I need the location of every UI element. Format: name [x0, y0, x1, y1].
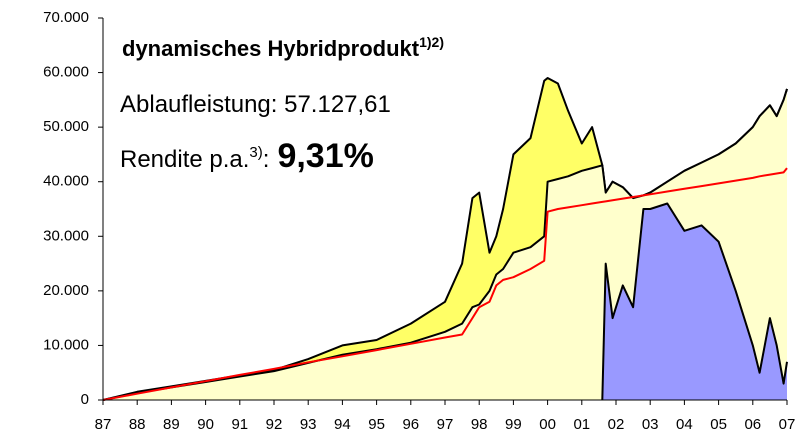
- y-tick-label: 40.000: [43, 173, 89, 190]
- x-tick-label: 07: [779, 416, 796, 433]
- area-outline: [102, 88, 788, 401]
- y-tick-label: 70.000: [43, 9, 89, 26]
- annotation: :: [263, 146, 270, 173]
- x-tick-label: 93: [300, 416, 317, 433]
- line: [102, 167, 788, 401]
- x-tick-label: 88: [129, 416, 146, 433]
- y-tick-label: 50.000: [43, 118, 89, 135]
- annotation-value: 9,31%: [277, 137, 373, 175]
- x-tick-label: 97: [437, 416, 454, 433]
- y-tick-label: 20.000: [43, 282, 89, 299]
- area: [602, 203, 787, 400]
- x-tick-label: 98: [471, 416, 488, 433]
- x-tick-label: 96: [402, 416, 419, 433]
- chart-title: dynamisches Hybridprodukt1)2): [122, 34, 444, 61]
- x-tick-label: 89: [163, 416, 180, 433]
- x-tick-label: 95: [368, 416, 385, 433]
- x-tick-label: 02: [608, 416, 625, 433]
- x-tick-label: 03: [642, 416, 659, 433]
- x-tick-label: 00: [539, 416, 556, 433]
- x-tick-label: 90: [197, 416, 214, 433]
- y-tick-label: 60.000: [43, 64, 89, 81]
- plot-area: [102, 77, 788, 401]
- y-tick-label: 10.000: [43, 336, 89, 353]
- x-tick-label: 87: [95, 416, 112, 433]
- y-tick-label: 0: [81, 391, 89, 408]
- x-tick-label: 06: [744, 416, 761, 433]
- annotation-note: 3): [249, 144, 262, 161]
- annotation: Rendite p.a.3): 9,31%: [120, 137, 374, 175]
- x-tick-label: 99: [505, 416, 522, 433]
- area-outline: [601, 202, 788, 401]
- annotation: Ablaufleistung: 57.127,61: [120, 91, 391, 118]
- y-tick-label: 30.000: [43, 227, 89, 244]
- x-tick-label: 04: [676, 416, 693, 433]
- x-tick-label: 94: [334, 416, 351, 433]
- title-note: 1)2): [419, 34, 444, 50]
- x-tick-label: 01: [573, 416, 590, 433]
- x-tick-label: 92: [266, 416, 283, 433]
- annotation: Rendite p.a.: [120, 146, 249, 173]
- x-tick-label: 91: [231, 416, 248, 433]
- title-text: dynamisches Hybridprodukt: [122, 36, 420, 61]
- x-tick-label: 05: [710, 416, 727, 433]
